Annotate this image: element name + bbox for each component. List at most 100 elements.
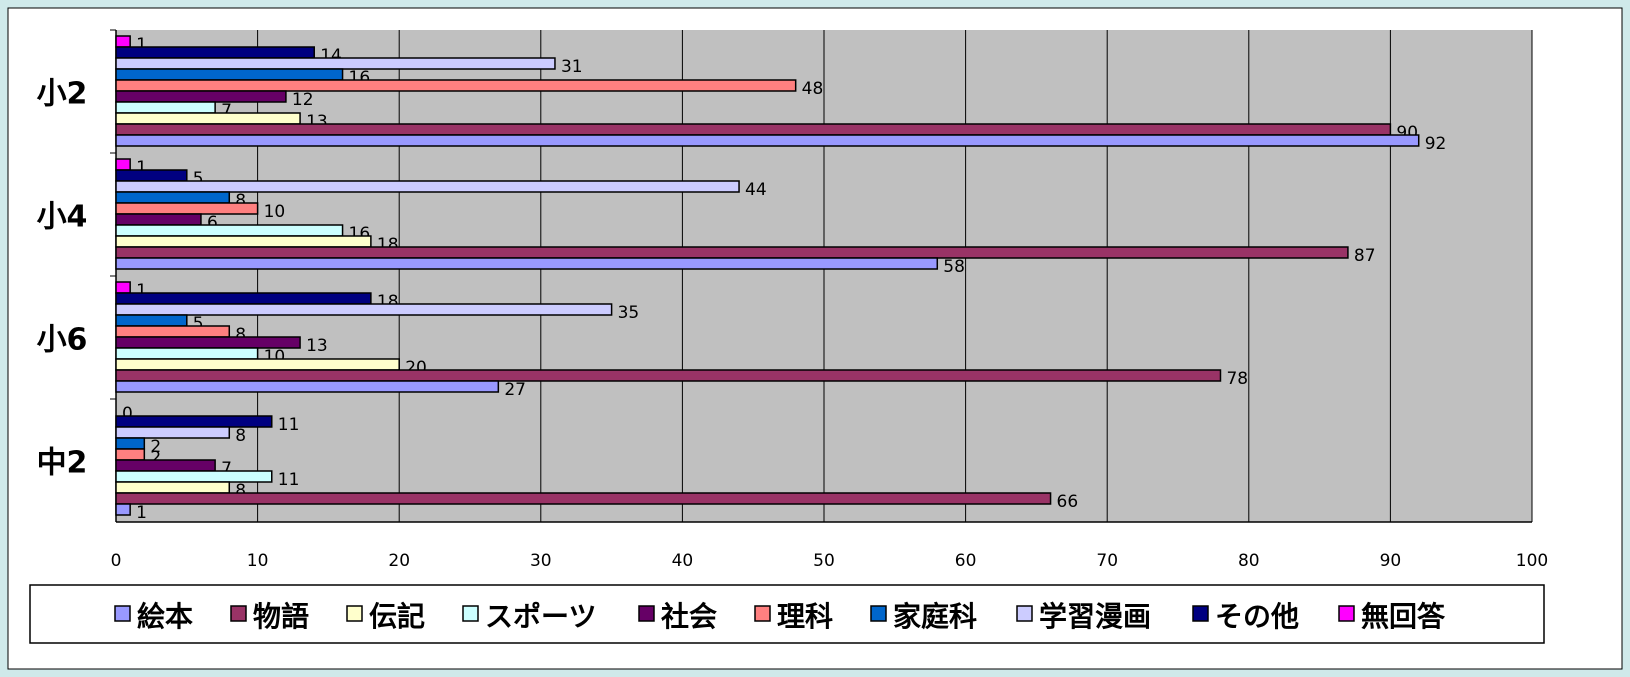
bar — [115, 303, 613, 316]
legend-label: 学習漫画 — [1039, 600, 1151, 633]
legend-box — [29, 584, 1545, 644]
data-label: 44 — [745, 180, 767, 200]
bar — [115, 134, 1420, 147]
data-label: 48 — [802, 79, 824, 99]
bar — [115, 191, 231, 204]
category-axis: 小2 小4 小6 中2 — [37, 29, 116, 481]
data-label: 58 — [943, 257, 965, 277]
x-tick-label: 0 — [111, 551, 122, 571]
legend-label: その他 — [1215, 600, 1299, 633]
x-tick-label: 90 — [1380, 551, 1402, 571]
legend-label: 理科 — [777, 600, 833, 633]
bar — [115, 180, 740, 193]
bar — [115, 169, 188, 182]
bar — [115, 380, 500, 393]
data-label: 1 — [136, 503, 147, 523]
data-label: 5 — [193, 314, 204, 334]
bar — [115, 481, 231, 494]
plot-area: 1143116481271390921544810616188758118355… — [115, 30, 1533, 523]
bar — [115, 46, 315, 59]
data-label: 78 — [1226, 369, 1248, 389]
data-label: 66 — [1057, 492, 1079, 512]
data-label: 5 — [193, 169, 204, 189]
data-label: 11 — [278, 415, 300, 435]
legend-label: スポーツ — [485, 600, 596, 633]
bar — [115, 281, 131, 294]
data-label: 8 — [235, 481, 246, 501]
data-label: 27 — [504, 380, 526, 400]
bar — [115, 158, 131, 171]
bar — [115, 123, 1392, 136]
bar — [115, 202, 259, 215]
legend-label: 伝記 — [369, 600, 425, 633]
bar — [115, 90, 287, 103]
data-label: 1 — [136, 281, 147, 301]
bar — [115, 68, 344, 81]
data-label: 1 — [136, 35, 147, 55]
bar — [115, 448, 146, 461]
data-label: 13 — [306, 336, 328, 356]
bar — [115, 369, 1222, 382]
legend: 絵本 物語 伝記 スポーツ 社会 理科 家庭科 学習漫画 その他 無回答 — [29, 584, 1545, 644]
legend-swatch — [870, 605, 887, 622]
x-tick-label: 60 — [955, 551, 977, 571]
legend-label: 無回答 — [1361, 600, 1446, 633]
legend-swatch — [1016, 605, 1033, 622]
bar — [115, 492, 1052, 505]
x-tick-label: 70 — [1096, 551, 1118, 571]
data-label: 2 — [150, 448, 161, 468]
x-tick-label: 50 — [813, 551, 835, 571]
bar — [115, 57, 556, 70]
bar — [115, 246, 1349, 259]
bar — [115, 257, 939, 270]
legend-swatch — [462, 605, 479, 622]
data-label: 11 — [278, 470, 300, 490]
data-label: 0 — [122, 404, 133, 424]
data-label: 2 — [150, 437, 161, 457]
bar — [115, 314, 188, 327]
data-label: 7 — [221, 459, 232, 479]
data-label: 35 — [618, 303, 640, 323]
category-label: 中2 — [37, 446, 88, 481]
bar — [115, 459, 216, 472]
bar — [115, 503, 131, 516]
legend-label: 家庭科 — [893, 600, 977, 633]
legend-swatch — [230, 605, 247, 622]
legend-swatch — [638, 605, 655, 622]
data-label: 8 — [235, 191, 246, 211]
bar — [115, 426, 231, 439]
x-tick-label: 100 — [1516, 551, 1548, 571]
bar — [115, 292, 372, 305]
data-label: 6 — [207, 213, 218, 233]
data-label: 1 — [136, 158, 147, 178]
bar — [115, 470, 273, 483]
data-label: 87 — [1354, 246, 1376, 266]
legend-swatch — [1338, 605, 1355, 622]
bar — [115, 101, 216, 114]
legend-label: 絵本 — [137, 600, 193, 633]
x-tick-label: 10 — [247, 551, 269, 571]
x-tick-label: 20 — [388, 551, 410, 571]
data-label: 8 — [235, 426, 246, 446]
category-label: 小4 — [37, 200, 88, 235]
x-tick-label: 40 — [672, 551, 694, 571]
bar — [115, 213, 202, 226]
bar — [115, 347, 259, 360]
x-tick-label: 80 — [1238, 551, 1260, 571]
legend-label: 社会 — [661, 600, 717, 633]
category-label: 小2 — [37, 77, 88, 112]
bar — [115, 437, 146, 450]
legend-swatch — [114, 605, 131, 622]
data-label: 7 — [221, 101, 232, 121]
data-label: 12 — [292, 90, 314, 110]
legend-swatch — [346, 605, 363, 622]
category-label: 小6 — [37, 323, 88, 358]
legend-swatch — [1192, 605, 1209, 622]
legend-swatch — [754, 605, 771, 622]
bar — [115, 325, 231, 338]
bar — [115, 224, 344, 237]
data-label: 92 — [1425, 134, 1447, 154]
data-label: 31 — [561, 57, 583, 77]
data-label: 8 — [235, 325, 246, 345]
